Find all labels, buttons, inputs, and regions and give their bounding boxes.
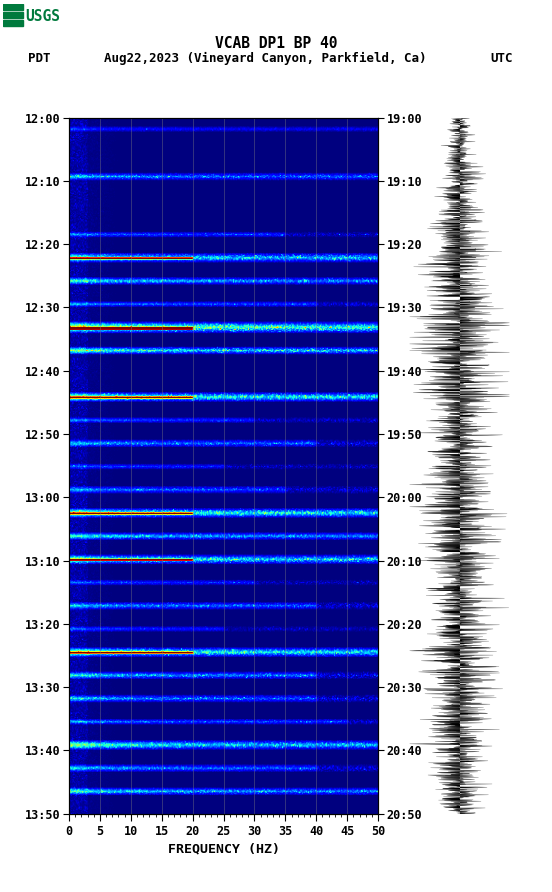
Text: Aug22,2023 (Vineyard Canyon, Parkfield, Ca): Aug22,2023 (Vineyard Canyon, Parkfield, … <box>104 52 426 65</box>
X-axis label: FREQUENCY (HZ): FREQUENCY (HZ) <box>168 842 279 855</box>
Text: VCAB DP1 BP 40: VCAB DP1 BP 40 <box>215 36 337 51</box>
Bar <box>3 4 23 11</box>
Text: PDT: PDT <box>28 52 50 65</box>
Text: USGS: USGS <box>26 10 61 24</box>
Text: UTC: UTC <box>491 52 513 65</box>
Bar <box>3 12 23 18</box>
Bar <box>3 21 23 26</box>
